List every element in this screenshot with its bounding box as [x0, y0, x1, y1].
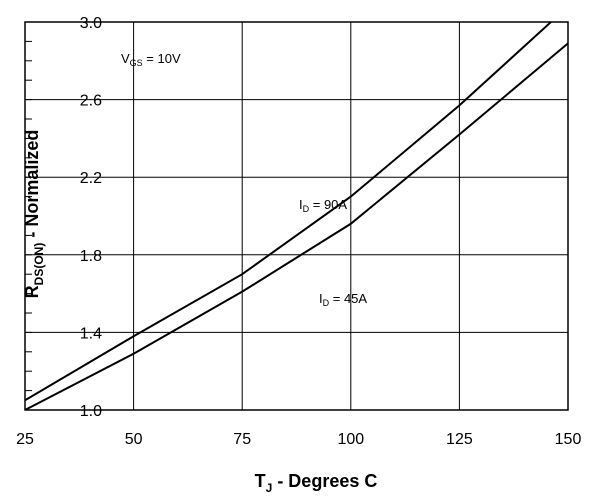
y-minor-ticks — [25, 40, 32, 392]
y-tick-label: 1.8 — [80, 248, 102, 265]
plot-frame — [24, 21, 569, 411]
y-tick-label: 2.6 — [80, 93, 102, 110]
x-tick-label: 100 — [337, 431, 364, 448]
x-axis-title: TJ - Degrees C — [255, 471, 378, 495]
x-tick-label: 50 — [125, 431, 143, 448]
vgs-annotation: VGS = 10V — [121, 51, 181, 68]
y-tick-label: 3.0 — [80, 15, 102, 32]
series-line-2 — [25, 42, 568, 410]
x-tick-label: 150 — [555, 431, 582, 448]
y-tick-label: 1.4 — [80, 325, 102, 342]
series-line-1 — [25, 22, 553, 402]
y-tick-label: 1.0 — [80, 403, 102, 420]
x-tick-label: 25 — [16, 431, 34, 448]
y-axis-title: RDS(ON) - Normalized — [22, 130, 46, 299]
id-90a-annotation: ID = 90A — [299, 197, 347, 214]
y-tick-labels: 1.0 1.4 1.8 2.2 2.6 3.0 — [80, 15, 102, 420]
id-45a-annotation: ID = 45A — [319, 291, 367, 308]
series-layer — [25, 22, 568, 410]
x-tick-label: 125 — [446, 431, 473, 448]
y-tick-label: 2.2 — [80, 170, 102, 187]
x-tick-labels: 25 50 75 100 125 150 — [16, 431, 581, 448]
x-tick-label: 75 — [233, 431, 251, 448]
